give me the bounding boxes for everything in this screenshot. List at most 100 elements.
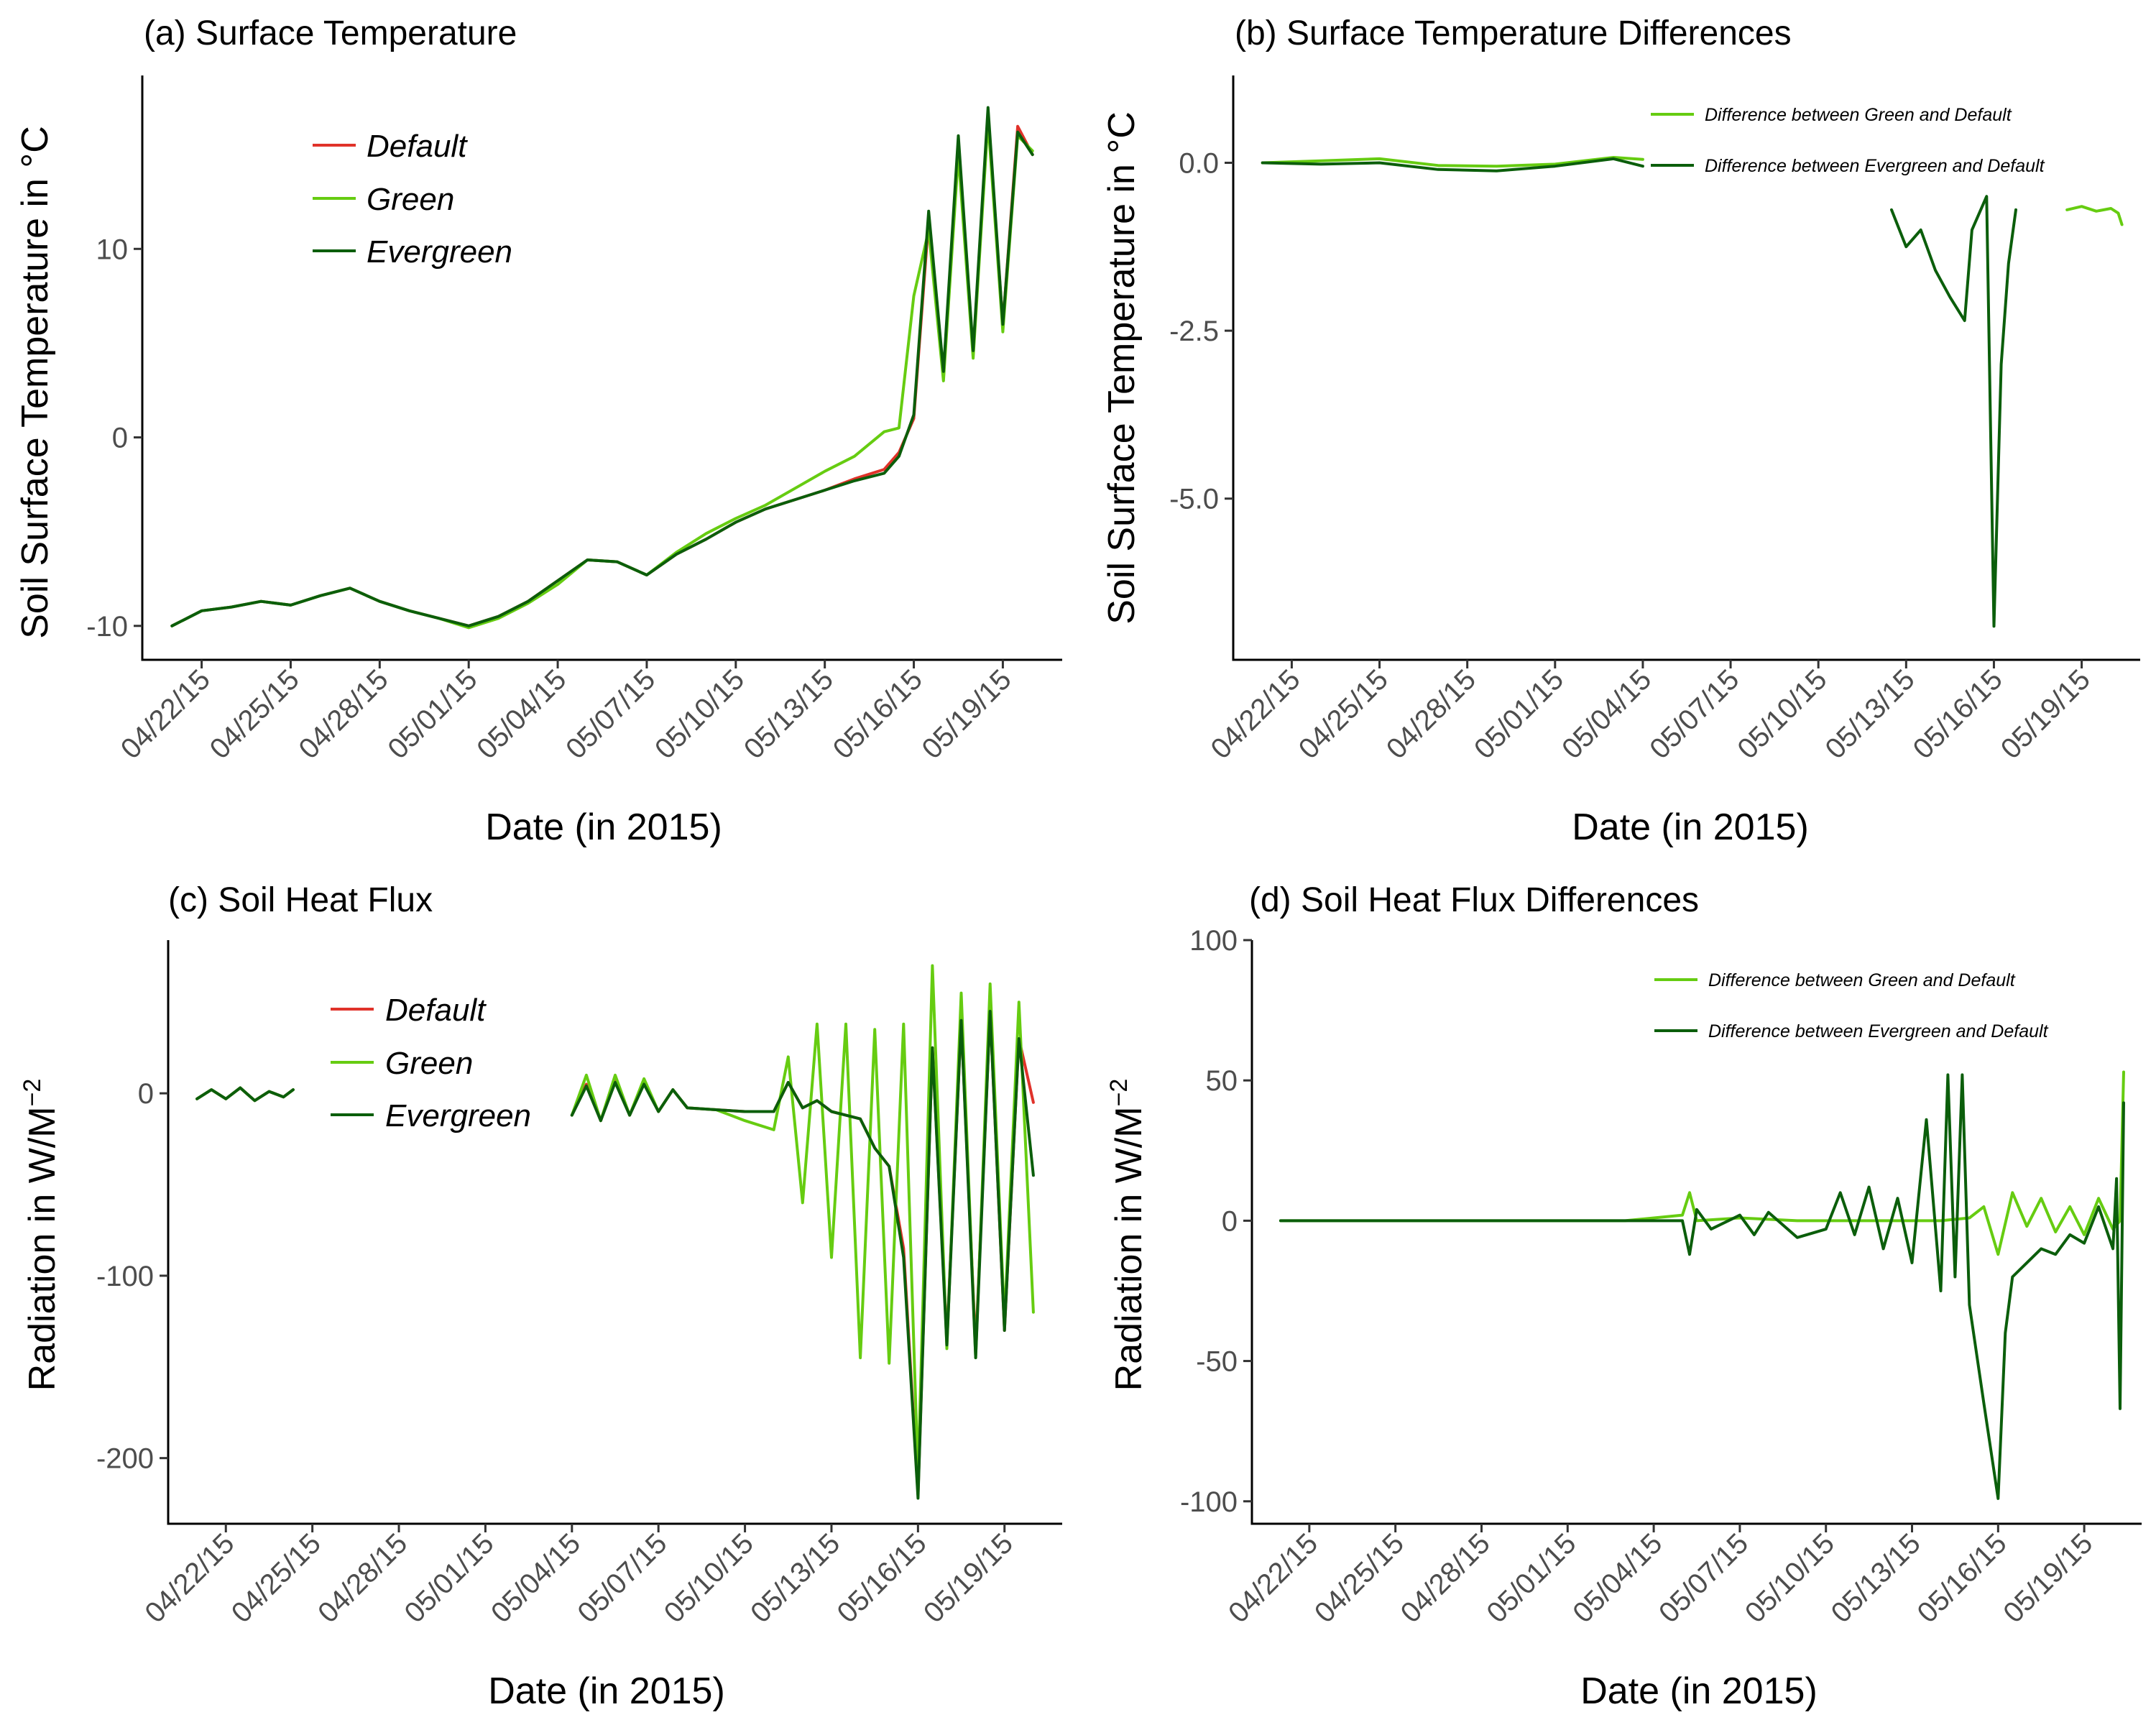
panel-c-plot: -200 -100 0 04/22/1504/25/1504/28/1505/01/1… [96, 940, 1062, 1629]
legend-label-green-diff: Difference between Green and Default [1708, 970, 2016, 990]
legend-label-green: Green [367, 182, 454, 217]
panel-b-ytick-label: -2.5 [1169, 316, 1219, 347]
panel-b: (b) Surface Temperature Differences Soil… [1101, 14, 2140, 848]
panel-a-ytick-label: 0 [112, 423, 128, 454]
panel-a-xtick-label: 05/19/15 [916, 663, 1018, 765]
panel-a-title: (a) Surface Temperature [144, 14, 517, 52]
panel-d-series-green [1279, 1070, 2125, 1256]
legend-label-evergreen-diff: Difference between Evergreen and Default [1705, 156, 2045, 176]
panel-b-series-green-seg1 [1261, 156, 1644, 168]
panel-c-ylabel-sup: −2 [19, 1079, 46, 1107]
legend-label-evergreen-diff: Difference between Evergreen and Default [1708, 1021, 2049, 1041]
panel-c-xtick-label: 05/16/15 [831, 1527, 933, 1629]
panel-d-xtick-label: 05/04/15 [1567, 1527, 1668, 1629]
panel-d-ytick-label: 100 [1189, 925, 1238, 957]
panel-a-xtick-label: 05/01/15 [382, 663, 483, 765]
legend-label-green: Green [385, 1046, 473, 1081]
panel-b-xtick-label: 04/22/15 [1205, 663, 1307, 765]
panel-b-ytick-label: 0.0 [1179, 147, 1219, 179]
panel-d-xtick-label: 05/01/15 [1480, 1527, 1582, 1629]
panel-b-ytick-label: -5.0 [1169, 484, 1219, 515]
panel-a-xtick-label: 04/25/15 [204, 663, 305, 765]
panel-c-xtick-label: 05/04/15 [485, 1527, 586, 1629]
panel-c-xtick-label: 05/10/15 [658, 1527, 760, 1629]
panel-a-xtick-label: 04/22/15 [115, 663, 216, 765]
panel-c-xtick-label: 05/01/15 [399, 1527, 500, 1629]
panel-b-xlabel: Date (in 2015) [1572, 806, 1809, 848]
panel-b-axes [1232, 75, 2140, 661]
panel-d-xtick-label: 05/07/15 [1653, 1527, 1754, 1629]
panel-d-xtick-label: 04/28/15 [1395, 1527, 1496, 1629]
panel-d-xtick-label: 05/16/15 [1911, 1527, 2012, 1629]
panel-c-xtick-label: 04/28/15 [312, 1527, 413, 1629]
panel-a-xtick-label: 05/04/15 [471, 663, 572, 765]
panel-a-axes [141, 75, 1062, 661]
panel-d-series-evergreen [1279, 1073, 2125, 1500]
panel-b-title: (b) Surface Temperature Differences [1235, 14, 1792, 52]
panel-a-series-default [170, 115, 1034, 627]
panel-a-xlabel: Date (in 2015) [485, 806, 722, 848]
panel-d-ylabel: Radiation in W/M−2 [1105, 1079, 1150, 1392]
panel-a-plot: -1001004/22/1504/25/1504/28/1505/01/1505… [86, 75, 1062, 765]
panel-a-xtick-label: 05/13/15 [738, 663, 839, 765]
panel-c-title: (c) Soil Heat Flux [168, 881, 433, 919]
panel-d-ytick-label: 50 [1206, 1065, 1238, 1097]
panel-a-ytick-label: -10 [86, 611, 128, 643]
panel-d-title: (d) Soil Heat Flux Differences [1249, 881, 1699, 919]
panel-d-xtick-label: 04/22/15 [1222, 1527, 1324, 1629]
panel-b-series-green-seg2 [2065, 205, 2124, 226]
panel-c-ytick-label: -200 [96, 1443, 154, 1475]
panel-c-series-evergreen-seg1 [195, 1086, 295, 1103]
panel-b-ylabel: Soil Surface Temperature in °C [1101, 111, 1143, 625]
panel-d: (d) Soil Heat Flux Differences Radiation… [1105, 881, 2142, 1712]
panel-d-ylabel-sup: −2 [1105, 1079, 1133, 1107]
panel-b-xtick-label: 05/01/15 [1468, 663, 1570, 765]
panel-c-series-evergreen-seg2 [570, 1010, 1035, 1500]
panel-d-xtick-label: 05/10/15 [1739, 1527, 1841, 1629]
panel-d-xtick-label: 05/19/15 [1997, 1527, 2099, 1629]
panel-c-ylabel-main: Radiation in W/M [22, 1106, 63, 1391]
panel-c-ylabel: Radiation in W/M−2 [19, 1079, 63, 1392]
panel-a: (a) Surface Temperature Soil Surface Tem… [14, 14, 1062, 848]
panel-d-ytick-label: 0 [1222, 1205, 1238, 1237]
panel-c-ytick-label: -100 [96, 1261, 154, 1292]
legend-label-evergreen: Evergreen [367, 234, 512, 270]
panel-b-xtick-label: 04/28/15 [1381, 663, 1482, 765]
legend-label-default: Default [385, 993, 487, 1028]
panel-a-series-green [170, 119, 1034, 630]
panel-c: (c) Soil Heat Flux Radiation in W/M−2 Da… [19, 881, 1062, 1712]
panel-d-xlabel: Date (in 2015) [1580, 1670, 1818, 1712]
panel-b-xtick-label: 05/16/15 [1907, 663, 2009, 765]
legend-label-evergreen: Evergreen [385, 1098, 531, 1133]
panel-b-xtick-label: 05/19/15 [1995, 663, 2096, 765]
panel-c-series-green-seg2 [570, 964, 1035, 1478]
panel-b-xtick-label: 04/25/15 [1293, 663, 1394, 765]
panel-b-xtick-label: 05/04/15 [1556, 663, 1657, 765]
panel-a-legend: Default Green Evergreen [313, 129, 512, 270]
panel-b-plot: -5.0 -2.5 0.0 04/22/1504/25/1504/28/1505/01… [1169, 75, 2140, 765]
panel-a-xtick-label: 05/07/15 [560, 663, 661, 765]
panel-c-xtick-label: 04/25/15 [226, 1527, 327, 1629]
panel-c-xtick-label: 05/13/15 [745, 1527, 846, 1629]
panel-d-xtick-label: 05/13/15 [1825, 1527, 1927, 1629]
panel-b-series-evergreen-seg2 [1890, 195, 2017, 628]
panel-c-ytick-label: 0 [138, 1078, 154, 1110]
panel-a-xtick-label: 04/28/15 [292, 663, 394, 765]
panel-d-xtick-label: 04/25/15 [1309, 1527, 1410, 1629]
panel-a-xtick-label: 05/10/15 [649, 663, 750, 765]
panel-c-xtick-label: 05/19/15 [918, 1527, 1019, 1629]
panel-c-xtick-label: 04/22/15 [139, 1527, 240, 1629]
panel-d-ylabel-main: Radiation in W/M [1108, 1106, 1150, 1391]
panel-b-xtick-label: 05/07/15 [1644, 663, 1745, 765]
panel-a-ylabel: Soil Surface Temperature in °C [14, 126, 56, 639]
legend-label-green-diff: Difference between Green and Default [1705, 105, 2012, 125]
panel-a-ytick-label: 10 [96, 234, 129, 265]
panel-c-legend: Default Green Evergreen [331, 993, 531, 1133]
panel-d-axes [1250, 940, 2142, 1525]
panel-d-legend: Difference between Green and Default Dif… [1654, 970, 2049, 1041]
panel-d-ytick-label: -100 [1180, 1486, 1238, 1518]
panel-c-xlabel: Date (in 2015) [488, 1670, 725, 1712]
panel-d-ytick-label: -50 [1196, 1346, 1238, 1378]
panel-c-axes [167, 940, 1062, 1525]
